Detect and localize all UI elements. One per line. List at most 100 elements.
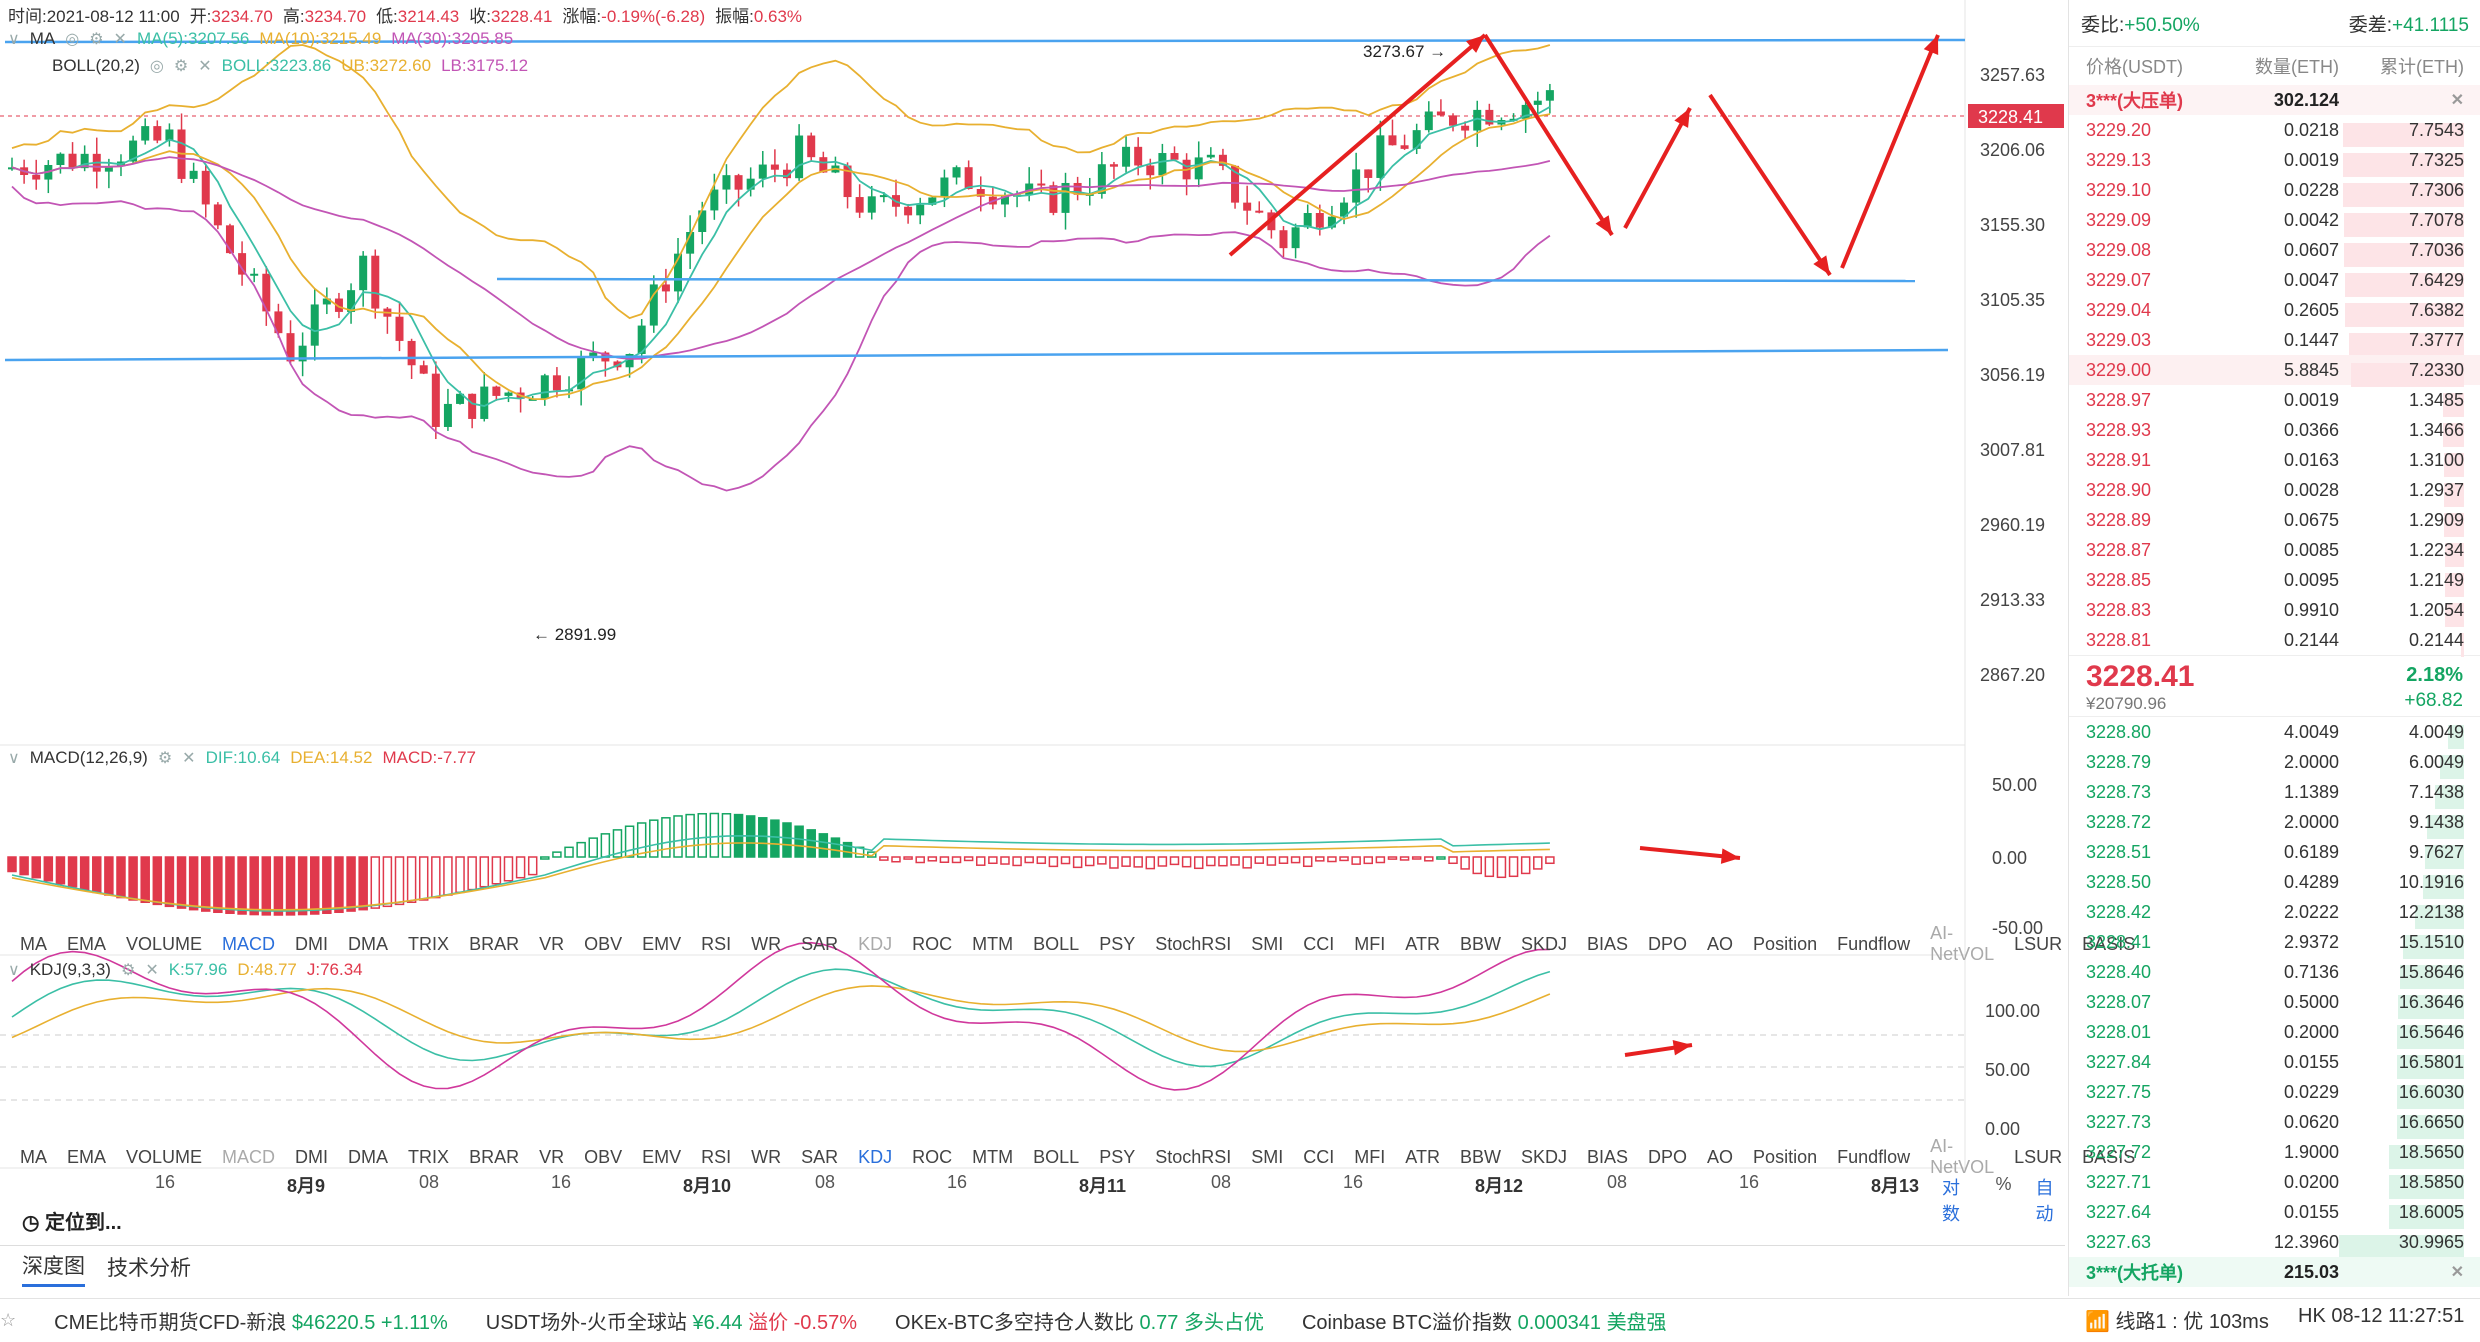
ask-row[interactable]: 3228.89 0.0675 1.2909 [2069,505,2480,537]
indicator-tab-basis[interactable]: BASIS [2082,1146,2136,1167]
indicator-tab-cci[interactable]: CCI [1303,933,1335,954]
indicator-tab-sar[interactable]: SAR [801,1146,839,1167]
indicator-tab-ao[interactable]: AO [1707,1146,1734,1167]
bid-row[interactable]: 3228.42 2.0222 12.2138 [2069,897,2480,929]
indicator-tab-ai-netvol[interactable]: AI-NetVOL [1930,923,1995,964]
bid-row[interactable]: 3228.41 2.9372 15.1510 [2069,927,2480,959]
ask-row[interactable]: 3228.81 0.2144 0.2144 [2069,625,2480,657]
close-icon[interactable]: ✕ [2450,92,2464,109]
indicator-tab-emv[interactable]: EMV [642,1146,682,1167]
indicator-tab-bias[interactable]: BIAS [1586,1146,1629,1167]
bid-row[interactable]: 3228.72 2.0000 9.1438 [2069,807,2480,839]
indicator-tab-trix[interactable]: TRIX [408,1146,450,1167]
tab-depth[interactable]: 深度图 [22,1250,85,1287]
indicator-tab-fundflow[interactable]: Fundflow [1837,933,1911,954]
indicator-tab-boll[interactable]: BOLL [1033,933,1080,954]
indicator-tab-macd[interactable]: MACD [222,933,276,954]
close-icon[interactable]: ✕ [182,750,196,767]
bid-row[interactable]: 3228.01 0.2000 16.5646 [2069,1017,2480,1049]
collapse-icon[interactable]: ∨ [8,31,20,48]
indicator-tab-sar[interactable]: SAR [801,933,839,954]
bid-row[interactable]: 3227.64 0.0155 18.6005 [2069,1197,2480,1229]
ask-row[interactable]: 3229.08 0.0607 7.7036 [2069,235,2480,267]
settings-icon[interactable]: ⚙ [173,58,189,75]
indicator-tab-mtm[interactable]: MTM [972,933,1014,954]
bid-row[interactable]: 3227.84 0.0155 16.5801 [2069,1047,2480,1079]
indicator-tab-mfi[interactable]: MFI [1354,933,1386,954]
indicator-tab-mtm[interactable]: MTM [972,1146,1014,1167]
indicator-tab-brar[interactable]: BRAR [469,1146,520,1167]
indicator-tab-ma[interactable]: MA [20,1146,47,1167]
indicator-tab-bias[interactable]: BIAS [1586,933,1629,954]
indicator-tab-stochrsi[interactable]: StochRSI [1155,1146,1232,1167]
indicator-tab-mfi[interactable]: MFI [1354,1146,1386,1167]
bid-row[interactable]: 3228.73 1.1389 7.1438 [2069,777,2480,809]
bid-row[interactable]: 3228.07 0.5000 16.3646 [2069,987,2480,1019]
ask-row[interactable]: 3229.20 0.0218 7.7543 [2069,115,2480,147]
indicator-tab-skdj[interactable]: SKDJ [1520,933,1567,954]
ask-row[interactable]: 3228.93 0.0366 1.3466 [2069,415,2480,447]
ask-row[interactable]: 3229.04 0.2605 7.6382 [2069,295,2480,327]
bid-row[interactable]: 3227.72 1.9000 18.5650 [2069,1137,2480,1169]
eye-icon[interactable]: ◎ [65,31,80,48]
indicator-tab-dpo[interactable]: DPO [1648,933,1688,954]
indicator-tab-dma[interactable]: DMA [348,933,389,954]
tab-technical[interactable]: 技术分析 [107,1256,191,1280]
indicator-tab-volume[interactable]: VOLUME [126,933,203,954]
indicator-tab-ema[interactable]: EMA [67,933,107,954]
indicator-tab-volume[interactable]: VOLUME [126,1146,203,1167]
indicator-tab-lsur[interactable]: LSUR [2014,1146,2063,1167]
indicator-tab-skdj[interactable]: SKDJ [1520,1146,1567,1167]
indicator-tab-atr[interactable]: ATR [1405,1146,1440,1167]
indicator-tab-dmi[interactable]: DMI [295,1146,329,1167]
indicator-tab-stochrsi[interactable]: StochRSI [1155,933,1232,954]
indicator-tab-fundflow[interactable]: Fundflow [1837,1146,1911,1167]
collapse-icon[interactable]: ∨ [8,750,20,767]
settings-icon[interactable]: ⚙ [89,31,104,48]
indicator-tab-vr[interactable]: VR [539,1146,565,1167]
ticker-item[interactable]: USDT场外-火币全球站 ¥6.44 溢价 -0.57% [485,1312,858,1334]
kline-svg[interactable]: 3257.63 3206.06 3155.30 3105.35 3056.19 3007.… [0,0,2065,1240]
indicator-tab-ao[interactable]: AO [1707,933,1734,954]
collapse-icon[interactable]: ∨ [8,962,20,979]
bid-row[interactable]: 3228.51 0.6189 9.7627 [2069,837,2480,869]
close-icon[interactable]: ✕ [145,962,159,979]
ask-row[interactable]: 3229.13 0.0019 7.7325 [2069,145,2480,177]
indicator-tab-basis[interactable]: BASIS [2082,933,2136,954]
settings-icon[interactable]: ⚙ [120,962,136,979]
indicator-tab-ai-netvol[interactable]: AI-NetVOL [1930,1136,1995,1177]
close-icon[interactable]: ✕ [113,31,127,48]
indicator-tab-dma[interactable]: DMA [348,1146,389,1167]
indicator-tab-ema[interactable]: EMA [67,1146,107,1167]
indicator-tab-position[interactable]: Position [1753,933,1818,954]
indicator-tab-vr[interactable]: VR [539,933,565,954]
indicator-tab-kdj[interactable]: KDJ [858,1146,893,1167]
eye-icon[interactable]: ◎ [149,58,164,75]
indicator-tab-trix[interactable]: TRIX [408,933,450,954]
bid-row[interactable]: 3227.75 0.0229 16.6030 [2069,1077,2480,1109]
indicator-tab-dmi[interactable]: DMI [295,933,329,954]
close-icon[interactable]: ✕ [2450,1264,2464,1281]
ask-wall[interactable]: 3***(大压单) 302.124 ✕ [2069,85,2480,115]
chart-area[interactable]: 3257.63 3206.06 3155.30 3105.35 3056.19 3007.… [0,0,2135,1240]
ask-row[interactable]: 3229.03 0.1447 7.3777 [2069,325,2480,357]
indicator-tab-atr[interactable]: ATR [1405,933,1440,954]
indicator-tab-lsur[interactable]: LSUR [2014,933,2063,954]
indicator-tab-emv[interactable]: EMV [642,933,682,954]
ask-row[interactable]: 3229.09 0.0042 7.7078 [2069,205,2480,237]
ask-row[interactable]: 3228.97 0.0019 1.3485 [2069,385,2480,417]
indicator-tab-rsi[interactable]: RSI [701,1146,732,1167]
indicator-tab-obv[interactable]: OBV [584,1146,623,1167]
indicator-tab-roc[interactable]: ROC [912,1146,953,1167]
ticker-item[interactable]: OKEx-BTC多空持仓人数比 0.77 多头占优 [895,1312,1264,1334]
bid-row[interactable]: 3227.63 12.3960 30.9965 [2069,1227,2480,1259]
indicator-tab-wr[interactable]: WR [751,1146,782,1167]
ask-row[interactable]: 3228.83 0.9910 1.2054 [2069,595,2480,627]
indicator-tab-brar[interactable]: BRAR [469,933,520,954]
indicator-tab-smi[interactable]: SMI [1251,1146,1284,1167]
indicator-tab-smi[interactable]: SMI [1251,933,1284,954]
ask-row[interactable]: 3229.10 0.0228 7.7306 [2069,175,2480,207]
indicator-tab-ma[interactable]: MA [20,933,47,954]
ask-row[interactable]: 3228.91 0.0163 1.3100 [2069,445,2480,477]
ask-row[interactable]: 3228.90 0.0028 1.2937 [2069,475,2480,507]
